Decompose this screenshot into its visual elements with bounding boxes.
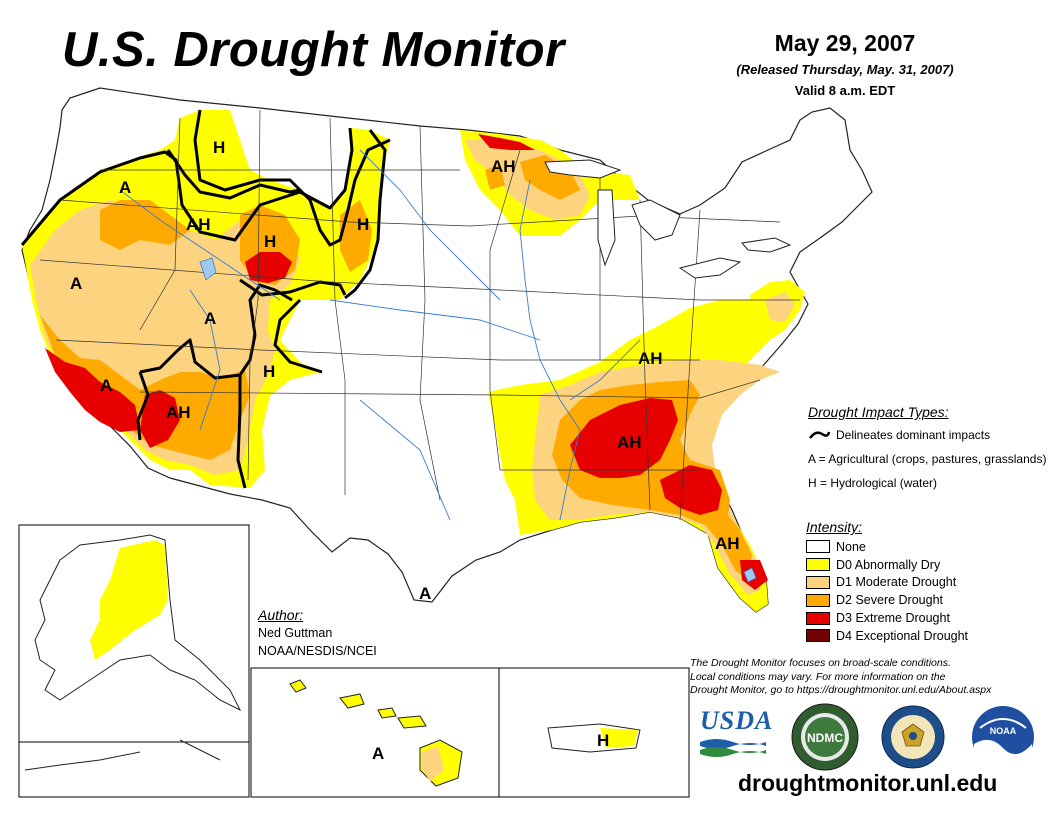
map-date: May 29, 2007 xyxy=(774,30,916,56)
intensity-item: D2 Severe Drought xyxy=(806,591,1046,609)
ndmc-logo[interactable]: NDMC xyxy=(790,702,860,772)
author-heading: Author: xyxy=(258,607,304,623)
disclaimer-line[interactable]: Drought Monitor, go to https://droughtmo… xyxy=(690,684,992,696)
intensity-item: D3 Extreme Drought xyxy=(806,609,1046,627)
website-link[interactable]: droughtmonitor.unl.edu xyxy=(738,770,998,796)
boundary-line-icon xyxy=(809,431,830,439)
intensity-item: D1 Moderate Drought xyxy=(806,574,1046,592)
noaa-logo-text: NOAA xyxy=(990,726,1017,736)
intensity-legend: Intensity: None D0 Abnormally Dry D1 Mod… xyxy=(806,519,1046,645)
intensity-label: D1 Moderate Drought xyxy=(836,575,957,590)
usda-waves-icon xyxy=(700,739,766,757)
legend-hydrological-row: H = Hydrological (water) xyxy=(808,476,1048,491)
great-lakes xyxy=(544,159,792,279)
disclaimer-line: The Drought Monitor focuses on broad-sca… xyxy=(690,657,951,669)
impact-label: AH xyxy=(638,349,663,368)
intensity-label: D0 Abnormally Dry xyxy=(836,557,941,572)
intensity-swatch xyxy=(806,558,830,572)
lake-okeechobee xyxy=(743,567,757,583)
intensity-label: None xyxy=(836,539,866,554)
impact-label: AH xyxy=(186,215,211,234)
intensity-swatch xyxy=(806,593,830,607)
aleutian-inset-frame xyxy=(18,741,250,798)
impact-label: A xyxy=(100,376,112,395)
impact-label: H xyxy=(264,232,276,251)
hawaii-impact-label: A xyxy=(372,744,384,763)
intensity-item: D0 Abnormally Dry xyxy=(806,556,1046,574)
map-title: U.S. Drought Monitor xyxy=(62,23,565,77)
midatlantic-d1-region xyxy=(765,292,795,322)
puerto-rico-impact-label: H xyxy=(597,731,609,750)
intensity-swatch xyxy=(806,629,830,643)
aleutians xyxy=(24,739,221,771)
commerce-seal-logo[interactable] xyxy=(880,704,946,770)
author-block: Author: Ned Guttman NOAA/NESDIS/NCEI xyxy=(258,606,377,660)
impact-label: AH xyxy=(715,534,740,553)
author-org: NOAA/NESDIS/NCEI xyxy=(258,644,377,658)
valid-time: Valid 8 a.m. EDT xyxy=(794,83,896,98)
intensity-swatch xyxy=(806,575,830,589)
hawaii-inset-frame xyxy=(250,667,500,798)
usda-logo[interactable]: USDA xyxy=(700,706,774,764)
state-boundaries xyxy=(39,109,800,521)
alaska-d0-region xyxy=(90,540,168,660)
hawaii-d1-region xyxy=(422,746,444,782)
impact-label: A xyxy=(119,178,131,197)
impact-types-legend: Drought Impact Types: Delineates dominan… xyxy=(808,404,1048,500)
author-name: Ned Guttman xyxy=(258,626,333,640)
date-block: May 29, 2007 (Released Thursday, May. 31… xyxy=(690,30,1000,98)
puerto-rico-d0-region xyxy=(600,728,638,748)
impact-types-heading: Drought Impact Types: xyxy=(808,404,949,420)
usda-logo-text: USDA xyxy=(700,706,774,735)
noaa-logo[interactable]: NOAA xyxy=(970,704,1036,770)
impact-label: H xyxy=(357,215,369,234)
intensity-label: D3 Extreme Drought xyxy=(836,611,950,626)
legend-delineates-row: Delineates dominant impacts xyxy=(808,428,1048,443)
impact-label: H xyxy=(263,362,275,381)
impact-label: A xyxy=(70,274,82,293)
intensity-item: None xyxy=(806,538,1046,556)
intensity-item: D4 Exceptional Drought xyxy=(806,627,1046,645)
north-d3-region xyxy=(478,134,535,150)
impact-label: A xyxy=(419,584,431,603)
impact-label: AH xyxy=(491,157,516,176)
intensity-swatch xyxy=(806,611,830,625)
impact-label: AH xyxy=(617,433,642,452)
legend-agricultural-row: A = Agricultural (crops, pastures, grass… xyxy=(808,452,1048,467)
intensity-heading: Intensity: xyxy=(806,519,863,535)
rivers xyxy=(119,149,641,521)
ndmc-logo-text: NDMC xyxy=(807,731,843,745)
disclaimer: The Drought Monitor focuses on broad-sca… xyxy=(690,657,1050,698)
intensity-swatch xyxy=(806,540,830,554)
great-salt-lake xyxy=(199,257,217,281)
release-date: (Released Thursday, May. 31, 2007) xyxy=(736,62,954,77)
west-d3-region xyxy=(45,252,292,448)
agricultural-label: A = Agricultural (crops, pastures, grass… xyxy=(808,452,1047,466)
impact-label: H xyxy=(213,138,225,157)
impact-label: A xyxy=(204,309,216,328)
intensity-label: D4 Exceptional Drought xyxy=(836,628,969,643)
southeast-d3-region xyxy=(570,398,768,590)
delineates-label: Delineates dominant impacts xyxy=(836,428,991,442)
impact-label: AH xyxy=(166,403,191,422)
intensity-label: D2 Severe Drought xyxy=(836,593,944,608)
disclaimer-line: Local conditions may vary. For more info… xyxy=(690,670,946,683)
hydrological-label: H = Hydrological (water) xyxy=(808,476,938,490)
